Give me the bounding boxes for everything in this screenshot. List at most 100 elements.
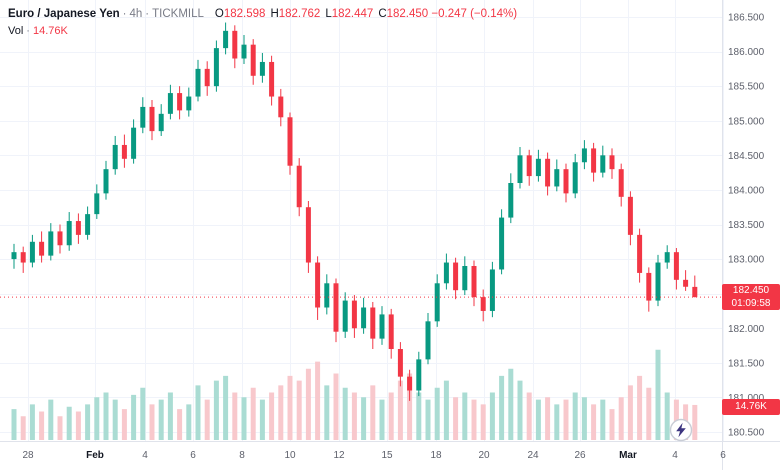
candle (618, 169, 624, 197)
volume-bar (425, 399, 431, 440)
candle (591, 148, 597, 173)
volume-bar (149, 404, 155, 440)
candle (195, 68, 201, 97)
candle (627, 196, 633, 235)
candle (361, 307, 367, 329)
low-label: L (325, 8, 332, 20)
volume-bar (526, 392, 532, 440)
close-value: 182.450 (386, 8, 429, 20)
candle (480, 297, 486, 311)
candle (204, 68, 210, 87)
volume-bar (66, 406, 72, 440)
volume-bar (443, 380, 449, 440)
time-tick-label: 28 (22, 450, 34, 461)
candle (407, 376, 413, 391)
open-label: O (214, 8, 224, 20)
volume-bar (453, 397, 459, 440)
volume-bar (618, 397, 624, 440)
candle (434, 283, 440, 322)
time-tick-label: 6 (190, 450, 196, 461)
volume-bar (296, 380, 302, 440)
volume-bar (499, 375, 505, 440)
volume-bar (609, 409, 615, 440)
volume-bar (241, 397, 247, 440)
volume-bar (342, 387, 348, 440)
candle (250, 44, 256, 76)
candle (370, 307, 376, 339)
candle (489, 269, 495, 311)
legend-separator: · (26, 25, 30, 37)
volume-bar (388, 392, 394, 440)
volume-bar (351, 392, 357, 440)
high-label: H (270, 8, 279, 20)
volume-bar (480, 404, 486, 440)
candle (48, 231, 54, 256)
last-price-badge: 182.450 01:09:58 (722, 284, 780, 310)
symbol-name[interactable]: Euro / Japanese Yen (8, 8, 120, 20)
candle (333, 283, 339, 332)
candle (397, 349, 403, 377)
volume-bar (324, 385, 330, 440)
price-tick-label: 183.500 (728, 220, 765, 231)
candle (11, 252, 17, 260)
volume-bar (554, 404, 560, 440)
candle (259, 61, 265, 76)
candle (683, 279, 689, 287)
time-tick-label: Mar (619, 450, 637, 461)
volume-bar (462, 392, 468, 440)
volume-bar (333, 373, 339, 440)
candle (545, 158, 551, 187)
candle (186, 96, 192, 111)
candle (121, 144, 127, 159)
candle (342, 300, 348, 332)
candle (508, 183, 514, 218)
volume-bar (278, 385, 284, 440)
volume-bar (600, 399, 606, 440)
volume-bar (167, 392, 173, 440)
candle (177, 93, 183, 111)
candle (140, 106, 146, 128)
volume-bar (361, 397, 367, 440)
price-tick-label: 186.000 (728, 47, 765, 58)
candle (167, 93, 173, 114)
candle (425, 321, 431, 360)
candle (85, 214, 91, 235)
price-tick-label: 185.500 (728, 82, 765, 93)
volume-label[interactable]: Vol (8, 25, 24, 37)
candle (637, 234, 643, 273)
price-tick-label: 185.000 (728, 116, 765, 127)
price-tick-label: 181.000 (728, 393, 765, 404)
candle (453, 262, 459, 291)
candle (287, 117, 293, 166)
time-axis[interactable] (0, 441, 780, 470)
volume-bar (20, 416, 26, 440)
candle (131, 127, 137, 159)
lightning-button[interactable] (669, 418, 693, 442)
candle (692, 286, 698, 298)
volume-layer (11, 349, 698, 440)
volume-bar (416, 392, 422, 440)
legend-separator: · (122, 8, 127, 20)
candle (112, 144, 118, 170)
price-axis[interactable] (722, 0, 780, 441)
volume-row: Vol · 14.76K (8, 23, 517, 39)
price-tick-label: 184.500 (728, 151, 765, 162)
time-tick-label: 6 (720, 450, 726, 461)
time-tick-label: 20 (478, 450, 490, 461)
price-tick-label: 182.000 (728, 324, 765, 335)
candle (305, 207, 311, 263)
volume-bar (471, 399, 477, 440)
price-tick-label: 184.000 (728, 185, 765, 196)
time-tick-label: 12 (333, 450, 345, 461)
interval-label[interactable]: 4h (129, 8, 143, 20)
volume-bar (535, 399, 541, 440)
candle (213, 48, 219, 87)
candle (94, 193, 100, 215)
volume-bar (287, 375, 293, 440)
candle (66, 221, 72, 246)
symbol-row: Euro / Japanese Yen · 4h · TICKMILL O182.598 H… (8, 6, 517, 22)
volume-bar (627, 385, 633, 440)
candle (499, 217, 505, 270)
candle (646, 272, 652, 301)
